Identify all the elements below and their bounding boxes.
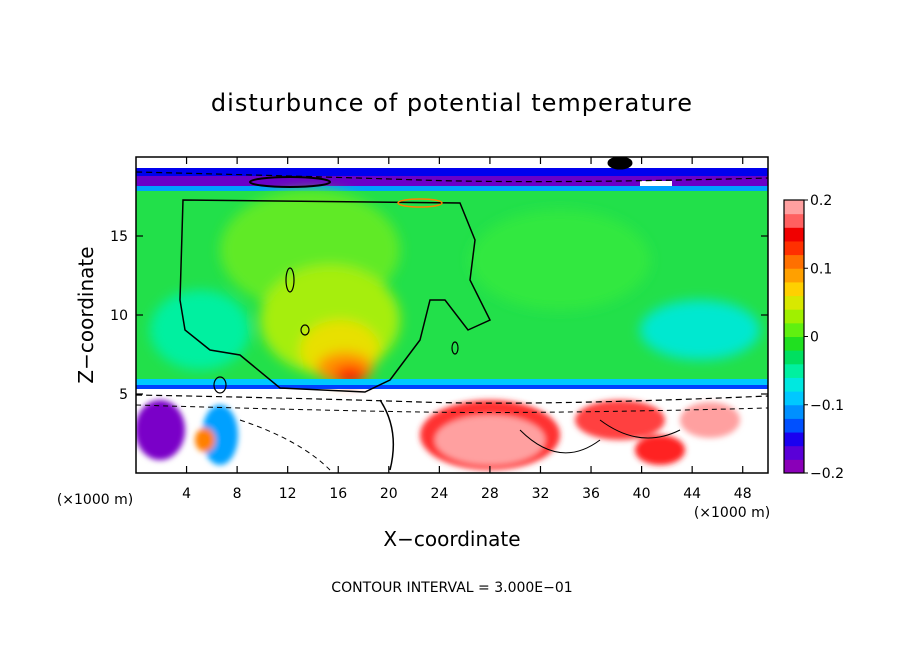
x-tick-label: 8 bbox=[233, 486, 242, 502]
y-tick-label: 10 bbox=[110, 308, 128, 324]
colorbar-swatch bbox=[784, 200, 804, 215]
colorbar-swatch bbox=[784, 295, 804, 310]
x-tick-label: 28 bbox=[481, 486, 499, 502]
y-tick-label: 5 bbox=[119, 387, 128, 403]
x-axis-label: X−coordinate bbox=[383, 527, 520, 551]
contour-lines bbox=[136, 157, 768, 471]
colorbar-swatch bbox=[784, 240, 804, 256]
x-tick-label: 16 bbox=[329, 486, 347, 502]
colorbar bbox=[784, 200, 804, 474]
colorbar-swatch bbox=[784, 336, 804, 351]
x-tick-label: 36 bbox=[582, 486, 600, 502]
colorbar-swatch bbox=[784, 213, 804, 228]
colorbar-swatch bbox=[784, 418, 804, 433]
colorbar-tick-label: −0.2 bbox=[810, 466, 844, 482]
chart-title: disturbunce of potential temperature bbox=[211, 89, 693, 117]
x-tick-label: 40 bbox=[633, 486, 651, 502]
colorbar-swatch bbox=[784, 350, 804, 365]
x-tick-label: 12 bbox=[279, 486, 297, 502]
colorbar-ticks: 0.2 0.1 0 −0.1 −0.2 bbox=[804, 193, 844, 482]
y-axis-label: Z−coordinate bbox=[74, 246, 98, 383]
contour-interval-note: CONTOUR INTERVAL = 3.000E−01 bbox=[331, 580, 572, 596]
x-tick-label: 48 bbox=[734, 486, 752, 502]
x-tick-label: 20 bbox=[380, 486, 398, 502]
colorbar-swatch bbox=[784, 377, 804, 392]
x-unit-right: (×1000 m) bbox=[694, 505, 770, 521]
colorbar-swatch bbox=[784, 363, 804, 378]
x-tick-label: 24 bbox=[430, 486, 448, 502]
x-tick-label: 32 bbox=[532, 486, 550, 502]
colorbar-swatch bbox=[784, 404, 804, 419]
colorbar-swatch bbox=[784, 268, 804, 283]
colorbar-swatch bbox=[784, 254, 804, 269]
colorbar-tick-label: 0.1 bbox=[810, 261, 832, 277]
colorbar-tick-label: 0.2 bbox=[810, 193, 832, 209]
colorbar-swatch bbox=[784, 281, 804, 297]
colorbar-swatch bbox=[784, 391, 804, 406]
colorbar-swatch bbox=[784, 322, 804, 337]
colorbar-tick-label: 0 bbox=[810, 330, 819, 346]
colorbar-swatch bbox=[784, 459, 804, 474]
x-tick-label: 4 bbox=[182, 486, 191, 502]
colorbar-swatch bbox=[784, 309, 804, 324]
x-unit-left: (×1000 m) bbox=[57, 492, 133, 508]
y-tick-label: 15 bbox=[110, 229, 128, 245]
x-tick-label: 44 bbox=[683, 486, 701, 502]
heatmap-field bbox=[136, 157, 768, 473]
colorbar-swatch bbox=[784, 227, 804, 242]
y-axis-ticks: 5 10 15 bbox=[110, 229, 768, 403]
x-axis-ticks: 4 8 12 16 20 24 28 32 36 40 44 48 bbox=[182, 157, 752, 502]
colorbar-tick-label: −0.1 bbox=[810, 398, 844, 414]
colorbar-swatch bbox=[784, 432, 804, 447]
colorbar-swatch bbox=[784, 445, 804, 460]
